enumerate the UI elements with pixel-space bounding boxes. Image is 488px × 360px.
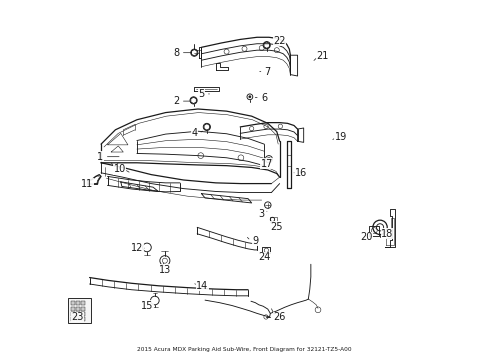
Text: 21: 21 xyxy=(316,51,328,61)
Text: 6: 6 xyxy=(261,93,267,103)
Text: 19: 19 xyxy=(334,132,346,142)
Text: 14: 14 xyxy=(196,281,208,291)
Text: 8: 8 xyxy=(173,48,179,58)
Bar xyxy=(71,301,74,305)
Text: 9: 9 xyxy=(252,236,258,246)
Text: 13: 13 xyxy=(159,265,171,275)
Text: 16: 16 xyxy=(294,168,306,178)
Text: 11: 11 xyxy=(81,179,93,189)
Bar xyxy=(76,307,80,311)
Bar xyxy=(81,312,84,316)
Text: 20: 20 xyxy=(360,232,372,242)
Text: 23: 23 xyxy=(71,312,84,322)
Text: 5: 5 xyxy=(198,89,204,99)
Text: 7: 7 xyxy=(264,67,270,77)
Bar xyxy=(81,317,84,320)
Bar xyxy=(81,301,84,305)
Text: 17: 17 xyxy=(260,159,272,169)
Text: 25: 25 xyxy=(269,222,282,231)
Text: 12: 12 xyxy=(130,243,143,253)
Text: 4: 4 xyxy=(191,129,197,138)
Text: 1: 1 xyxy=(97,152,103,162)
Circle shape xyxy=(248,96,250,98)
Text: 3: 3 xyxy=(258,209,264,219)
Text: 24: 24 xyxy=(258,252,270,262)
Bar xyxy=(76,312,80,316)
Text: 2: 2 xyxy=(173,96,179,106)
Bar xyxy=(81,307,84,311)
Text: 10: 10 xyxy=(113,164,125,174)
Bar xyxy=(76,301,80,305)
Text: 22: 22 xyxy=(273,36,285,46)
Text: 15: 15 xyxy=(141,301,153,311)
Bar xyxy=(71,317,74,320)
Bar xyxy=(68,298,91,323)
Text: 26: 26 xyxy=(273,312,285,322)
Text: 18: 18 xyxy=(380,229,392,239)
Bar xyxy=(76,317,80,320)
Text: 2015 Acura MDX Parking Aid Sub-Wire, Front Diagram for 32121-TZ5-A00: 2015 Acura MDX Parking Aid Sub-Wire, Fro… xyxy=(137,347,351,352)
Bar xyxy=(71,312,74,316)
Bar xyxy=(71,307,74,311)
Bar xyxy=(270,217,276,222)
